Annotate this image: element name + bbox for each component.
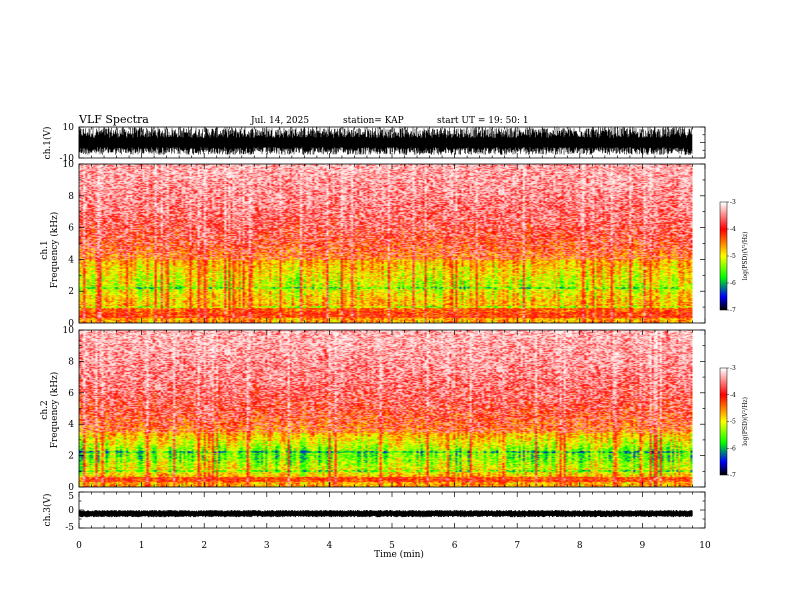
- y-tick-label: 6: [68, 224, 74, 234]
- ch2-spectrogram-ticks: [78, 329, 706, 488]
- y-tick-label: 0: [68, 483, 74, 493]
- x-tick-label: 4: [327, 541, 333, 551]
- y-tick-label: 2: [68, 452, 74, 462]
- y-tick-label: 6: [68, 389, 74, 399]
- x-axis-tick-labels: 0 1 2 3 4 5 6 7 8 9 10: [76, 541, 711, 551]
- x-tick-label: 7: [514, 541, 520, 551]
- ch1-colorbar: -3 -4 -5 -6 -7 log(PSD)(V²/Hz): [719, 199, 749, 314]
- ch1-ytick-top: 10: [63, 123, 75, 133]
- colorbar-tick-label: -3: [730, 365, 736, 372]
- ch1-spectrogram-ytick-labels: 0 2 4 6 8 10: [63, 160, 75, 329]
- ch3-waveform-ticks: [78, 491, 706, 529]
- x-tick-label: 10: [699, 541, 711, 551]
- x-tick-label: 3: [264, 541, 270, 551]
- y-tick-label: 8: [68, 192, 74, 202]
- y-tick-label: 4: [68, 255, 74, 265]
- ch1-spectrogram-ylabel-freq: Frequency (kHz): [49, 212, 60, 289]
- ch3-ytick-bottom: -5: [65, 523, 74, 533]
- colorbar-label: log(PSD)(V²/Hz): [742, 232, 749, 281]
- ch3-ytick-mid: 0: [68, 506, 74, 516]
- ch3-waveform-line: [78, 510, 693, 518]
- ch1-waveform-panel: 10 -10 ch.1(V): [42, 123, 706, 164]
- x-tick-label: 2: [201, 541, 207, 551]
- ch1-waveform-line: [78, 127, 693, 155]
- ch2-spectrogram-panel: 0 2 4 6 8 10 ch.2 Frequency (kHz) -3 -4 -5 -6 -7 l…: [40, 326, 749, 493]
- date-label: Jul. 14, 2025: [250, 116, 309, 126]
- x-axis-label: Time (min): [374, 549, 424, 560]
- ch2-spectrogram-image: [79, 330, 693, 487]
- y-tick-label: 4: [68, 420, 74, 430]
- ch1-spectrogram-ylabel-channel: ch.1: [40, 240, 50, 259]
- colorbar-label: log(PSD)(V²/Hz): [742, 397, 749, 446]
- colorbar-tick-label: -5: [730, 253, 736, 260]
- x-tick-label: 9: [640, 541, 646, 551]
- start-time-label: start UT = 19: 50: 1: [437, 116, 529, 126]
- ch1-spectrogram-raster: [79, 164, 693, 323]
- ch3-waveform-trace: [78, 510, 693, 518]
- colorbar-tick-label: -3: [730, 199, 736, 206]
- colorbar-gradient: [720, 202, 727, 310]
- x-tick-label: 6: [452, 541, 458, 551]
- ch3-waveform-frame: [78, 491, 706, 529]
- y-tick-label: 0: [68, 319, 74, 329]
- ch1-waveform-trace: [78, 127, 693, 155]
- ch1-spectrogram-panel: 0 2 4 6 8 10 ch.1 Frequency (kHz) -3 -4 -5 -6 -7 l…: [40, 160, 749, 329]
- ch3-waveform-panel: 5 0 -5 ch.3(V): [42, 491, 706, 533]
- y-tick-label: 8: [68, 357, 74, 367]
- ch1-waveform-ylabel: ch.1(V): [42, 127, 53, 160]
- y-tick-label: 10: [63, 326, 75, 336]
- ch2-colorbar: -3 -4 -5 -6 -7 log(PSD)(V²/Hz): [719, 365, 749, 479]
- y-tick-label: 10: [63, 160, 75, 170]
- ch3-waveform-ylabel: ch.3(V): [42, 494, 53, 527]
- x-tick-label: 8: [577, 541, 583, 551]
- ch2-spectrogram-ylabel-freq: Frequency (kHz): [49, 372, 60, 449]
- figure-title: VLF Spectra: [78, 113, 149, 126]
- colorbar-tick-label: -7: [730, 307, 736, 314]
- colorbar-tick-label: -4: [730, 392, 736, 399]
- ch2-spectrogram-ylabel-channel: ch.2: [40, 400, 50, 419]
- ch1-spectrogram-image: [79, 164, 693, 323]
- x-tick-label: 5: [389, 541, 395, 551]
- x-tick-label: 0: [76, 541, 82, 551]
- colorbar-tick-label: -7: [730, 472, 736, 479]
- ch3-ytick-top: 5: [68, 492, 74, 502]
- colorbar-tick-label: -4: [730, 226, 736, 233]
- header: VLF Spectra Jul. 14, 2025 station= KAP s…: [78, 113, 529, 126]
- ch1-ytick-bottom: -10: [60, 154, 75, 164]
- ch1-waveform-ticks: [78, 126, 706, 159]
- colorbar-tick-label: -6: [730, 280, 736, 287]
- colorbar-tick-label: -6: [730, 445, 736, 452]
- x-tick-label: 1: [139, 541, 145, 551]
- y-tick-label: 2: [68, 287, 74, 297]
- ch2-spectrogram-raster: [79, 330, 693, 487]
- ch2-spectrogram-ytick-labels: 0 2 4 6 8 10: [63, 326, 75, 493]
- ch1-spectrogram-ticks: [78, 163, 706, 324]
- colorbar-gradient: [720, 368, 727, 475]
- station-label: station= KAP: [343, 116, 404, 126]
- colorbar-tick-label: -5: [730, 419, 736, 426]
